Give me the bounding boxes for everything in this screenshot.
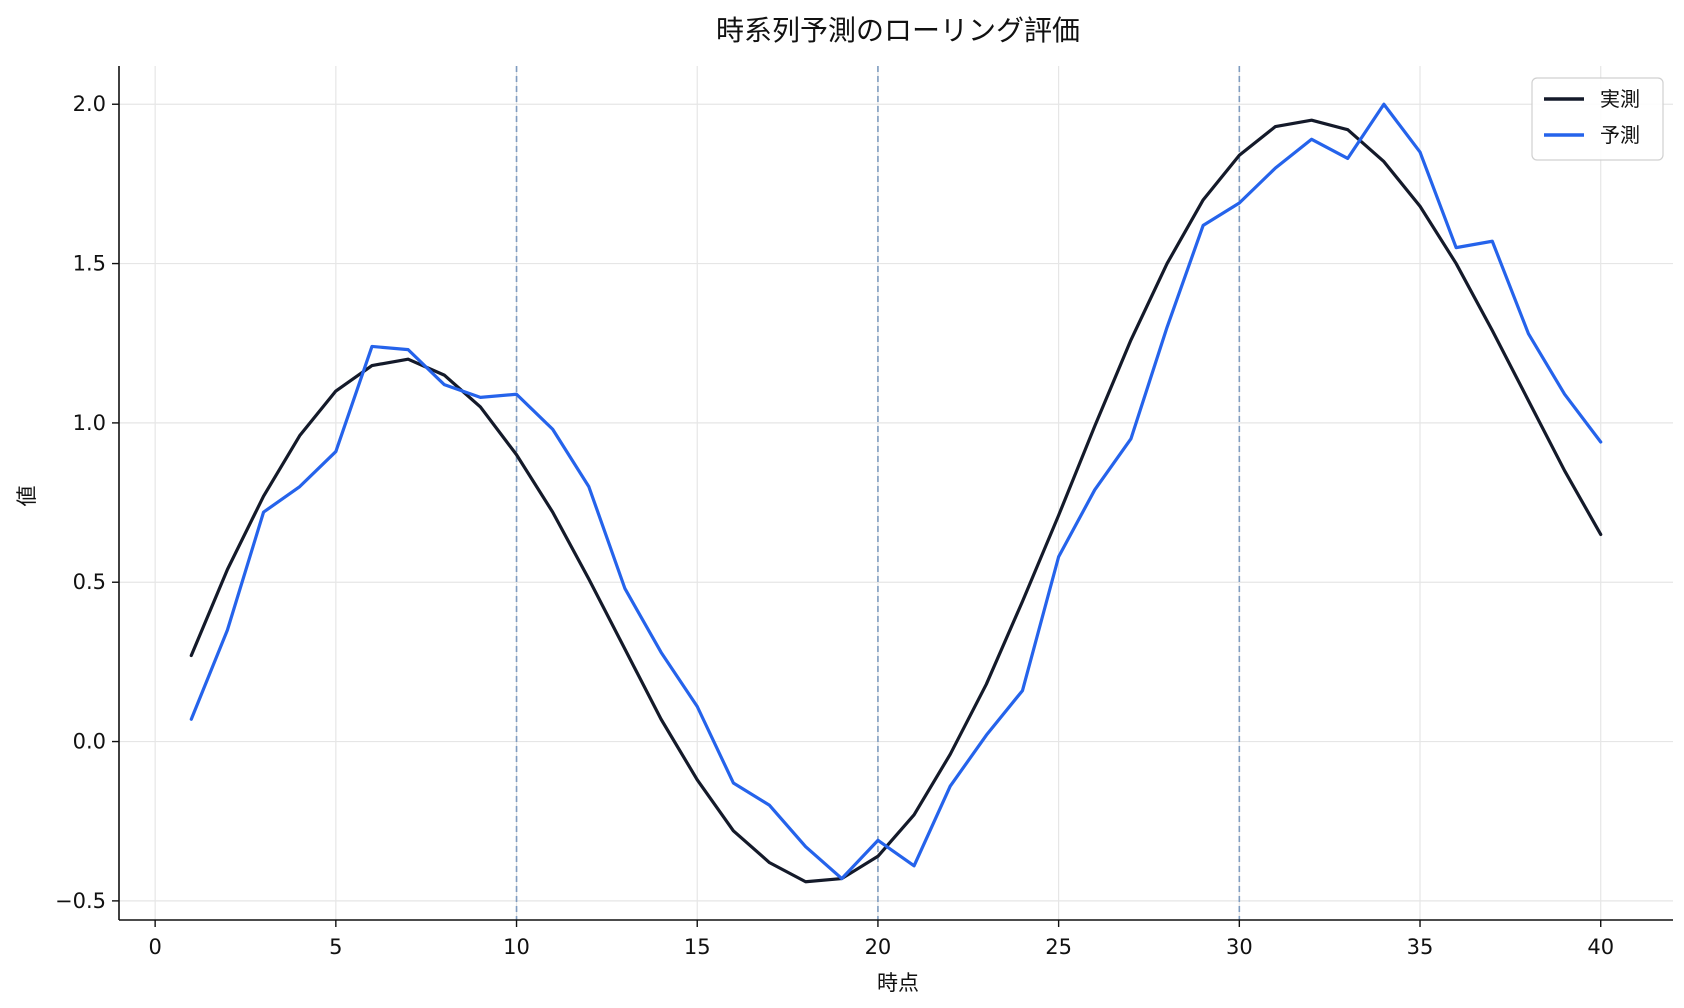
x-tick-label: 15 [684,935,711,959]
x-tick-label: 5 [329,935,342,959]
series-lines [189,102,1603,884]
y-tick-label: 0.0 [73,730,106,754]
series-line-actual [189,118,1603,884]
y-tick-label: 1.5 [73,252,106,276]
legend-frame [1531,77,1664,161]
x-tick-label: 35 [1407,935,1434,959]
x-tick-label: 40 [1587,935,1614,959]
grid [119,66,1673,920]
x-tick-label: 20 [865,935,892,959]
x-tick-label: 30 [1226,935,1253,959]
series-line-forecast [189,102,1603,881]
x-tick-label: 0 [148,935,161,959]
y-axis-label: 値 [15,486,39,507]
y-tick-label: −0.5 [55,889,106,913]
chart-title: 時系列予測のローリング評価 [716,14,1080,47]
y-tick-label: 2.0 [73,92,106,116]
legend-label: 実測 [1600,87,1640,111]
x-tick-label: 25 [1045,935,1072,959]
vertical-reference-lines [515,66,1241,920]
y-tick-label: 0.5 [73,570,106,594]
x-tick-label: 10 [503,935,530,959]
ticks: 0 5 10 15 20 25 30 35 40 −0.5 0.0 0.5 1.0 1.5 2.0 [55,92,1614,959]
x-axis-label: 時点 [877,971,919,995]
legend-label: 予測 [1600,123,1640,147]
y-tick-label: 1.0 [73,411,106,435]
axes [118,66,1673,921]
